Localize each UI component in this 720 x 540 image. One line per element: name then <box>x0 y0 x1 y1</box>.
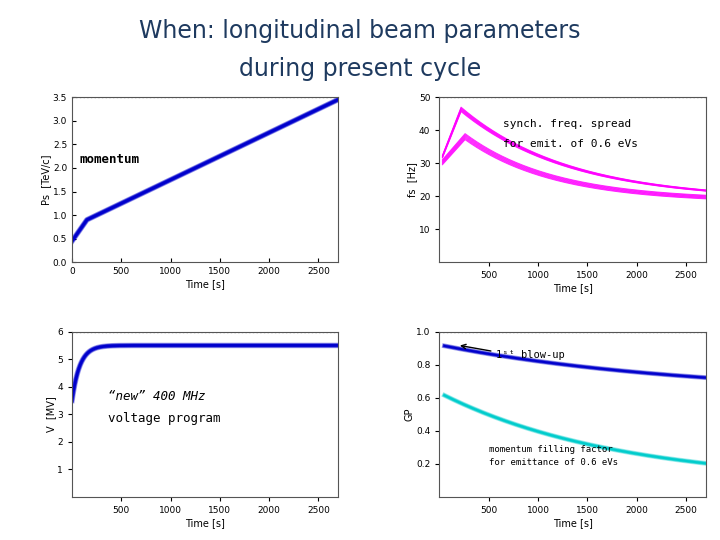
Text: for emittance of 0.6 eVs: for emittance of 0.6 eVs <box>489 458 618 468</box>
Text: momentum: momentum <box>80 153 140 166</box>
X-axis label: Time [s]: Time [s] <box>552 518 593 528</box>
Text: When: longitudinal beam parameters: When: longitudinal beam parameters <box>139 19 581 43</box>
Y-axis label: V  [MV]: V [MV] <box>46 396 56 432</box>
Y-axis label: Ps  [TeV/c]: Ps [TeV/c] <box>41 154 51 205</box>
Text: synch. freq. spread: synch. freq. spread <box>503 119 631 129</box>
Text: momentum filling factor: momentum filling factor <box>489 445 612 454</box>
X-axis label: Time [s]: Time [s] <box>185 518 225 528</box>
Text: 1ˢᵗ blow-up: 1ˢᵗ blow-up <box>495 350 564 360</box>
X-axis label: Time [s]: Time [s] <box>185 279 225 289</box>
Text: for emit. of 0.6 eVs: for emit. of 0.6 eVs <box>503 139 639 148</box>
Y-axis label: GP: GP <box>405 408 415 421</box>
Text: voltage program: voltage program <box>109 413 221 426</box>
X-axis label: Time [s]: Time [s] <box>552 283 593 293</box>
Text: during present cycle: during present cycle <box>239 57 481 80</box>
Y-axis label: fs  [Hz]: fs [Hz] <box>408 163 418 197</box>
Text: “new” 400 MHz: “new” 400 MHz <box>109 390 206 403</box>
